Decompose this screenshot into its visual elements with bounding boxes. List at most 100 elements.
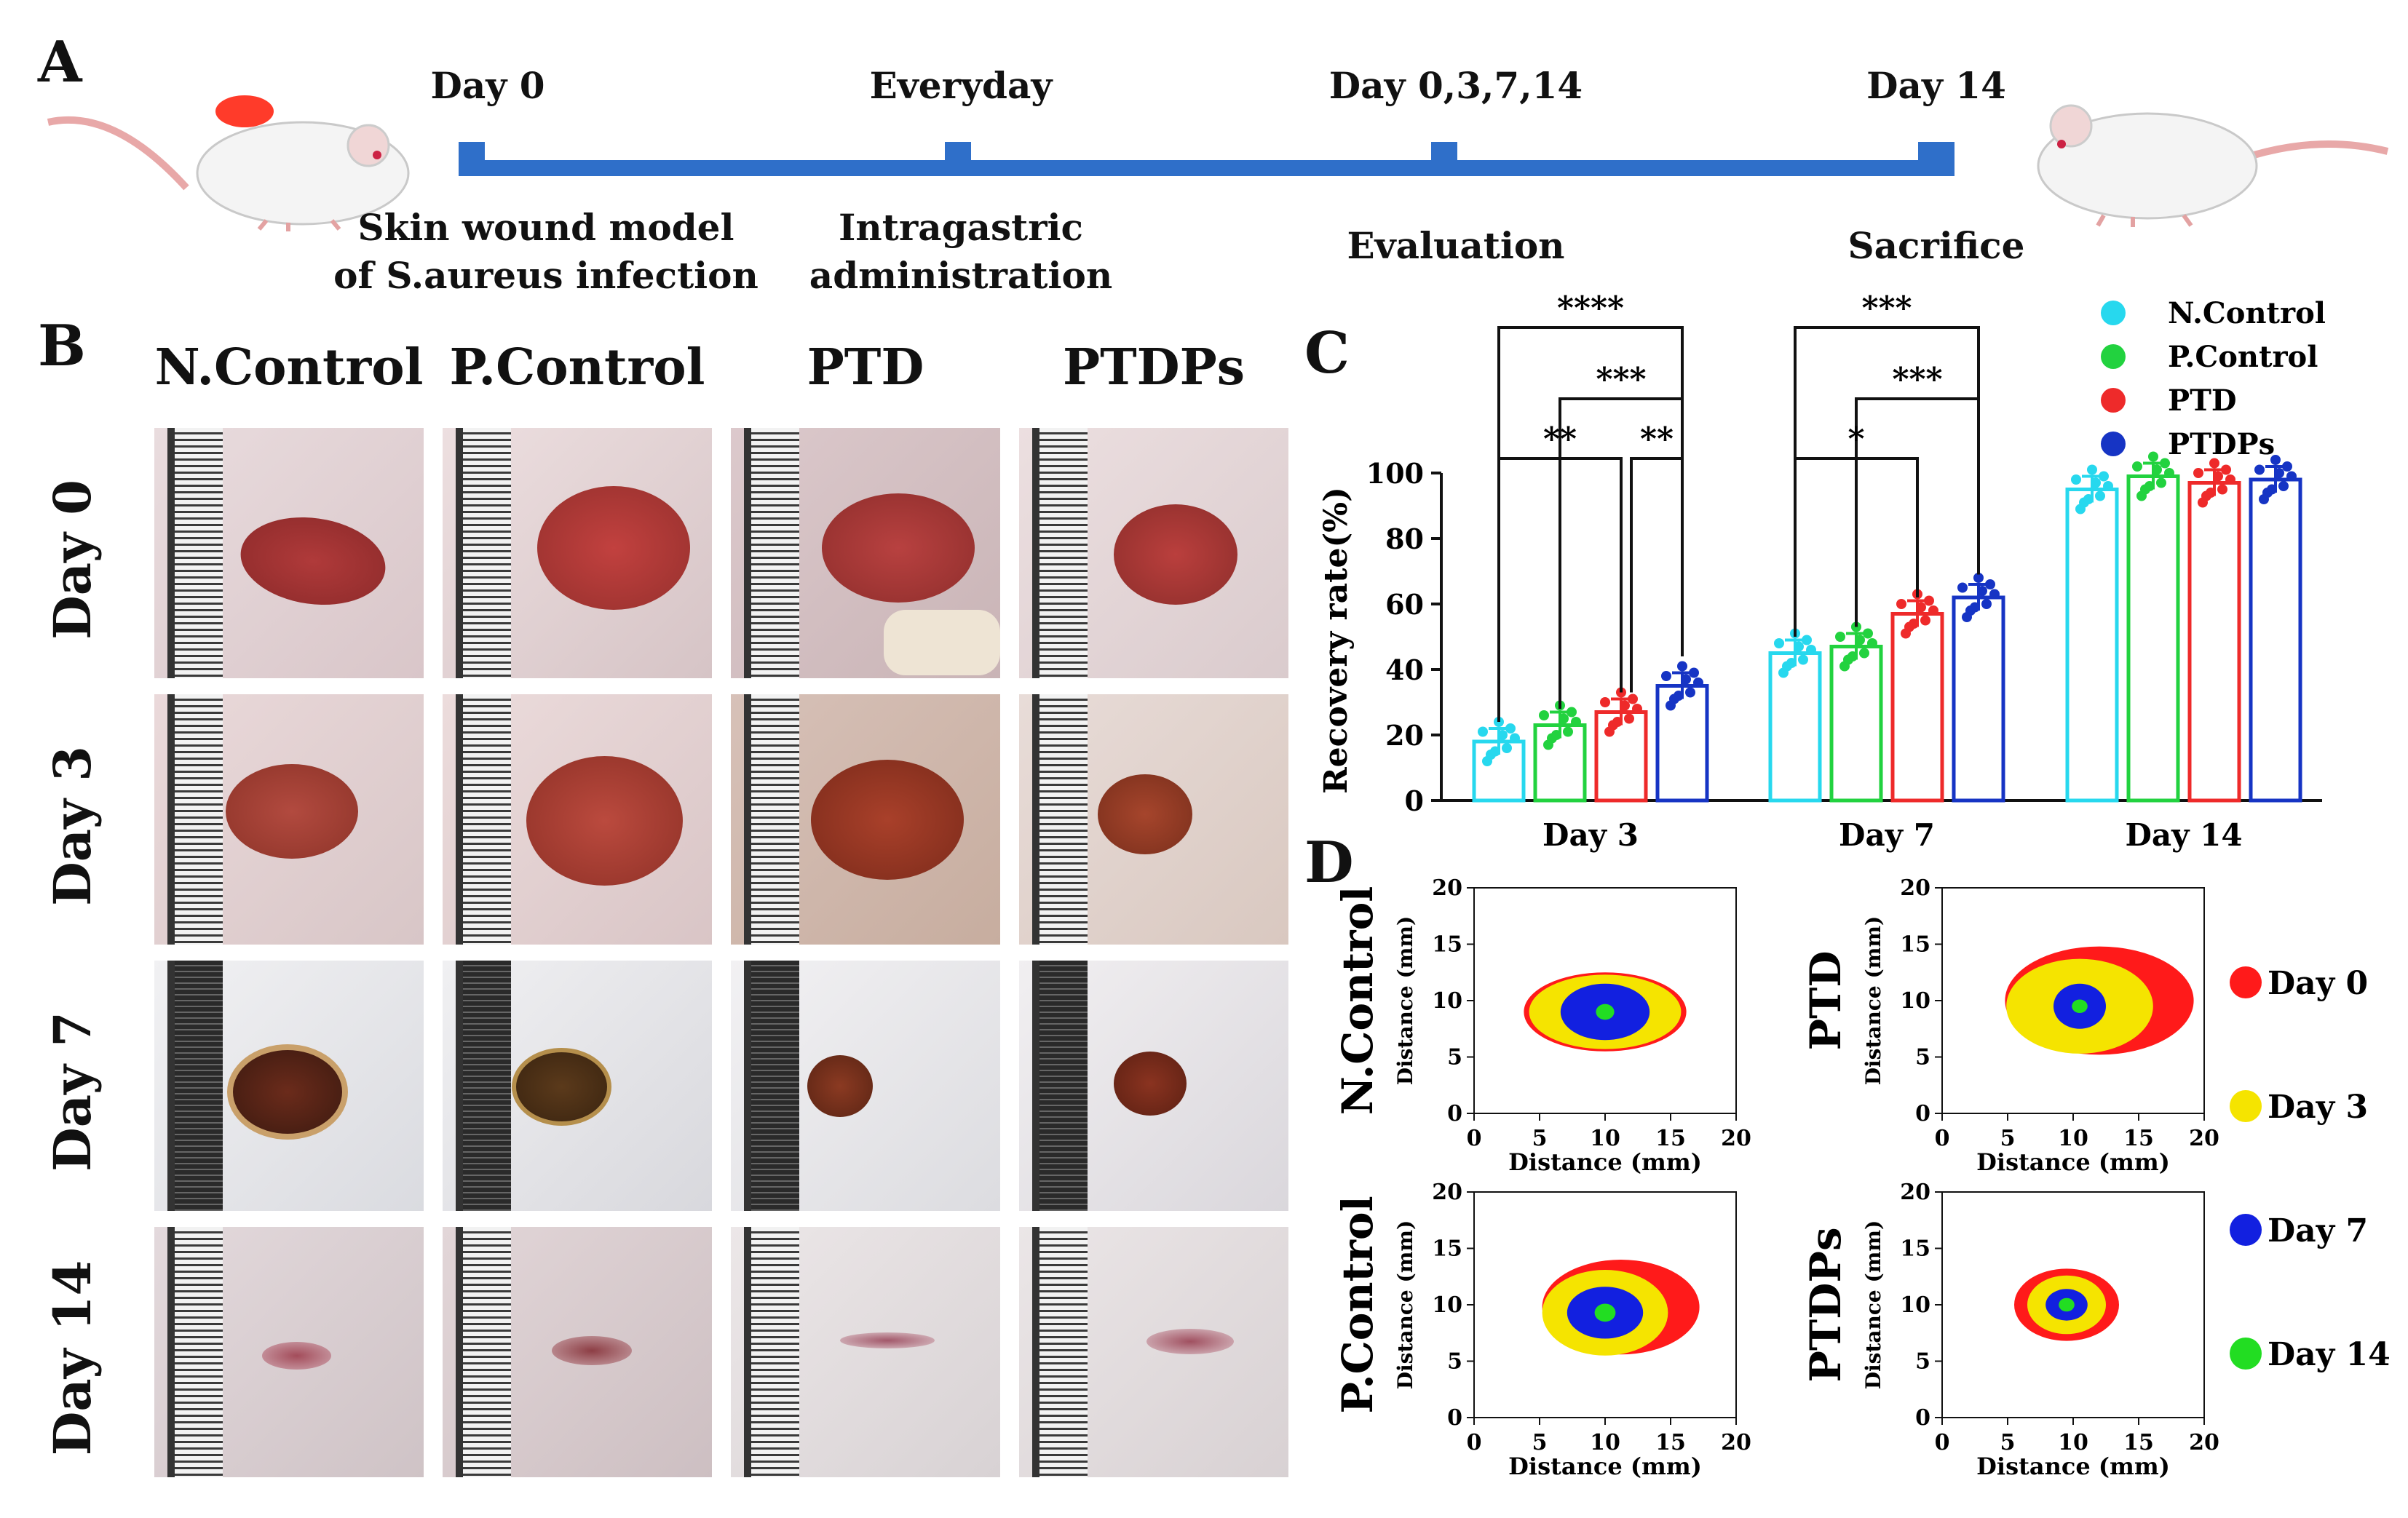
panel-label-a: A — [38, 29, 82, 95]
bar-ptdps — [1952, 595, 2005, 803]
timeline-top-label: Everyday — [869, 64, 1053, 107]
significance-bracket — [1794, 457, 1919, 637]
wound-area-day-14 — [1594, 1303, 1616, 1322]
bar-n-control — [2065, 488, 2119, 803]
data-point — [1604, 726, 1615, 737]
x-axis-label: Distance (mm) — [1508, 1453, 1702, 1480]
data-point — [1628, 694, 1638, 704]
data-point — [1973, 573, 1984, 583]
y-tick-label: 5 — [1915, 1045, 1930, 1070]
x-tick-label: 5 — [2000, 1430, 2016, 1455]
photo-row-header: Day 14 — [42, 1260, 103, 1456]
mouse-illustration-right — [2037, 104, 2389, 227]
significance-label: *** — [1861, 290, 1912, 327]
data-point — [1685, 687, 1695, 698]
y-tick-label: 15 — [1432, 932, 1462, 958]
wound-photo — [154, 694, 424, 945]
x-tick-label: 20 — [2189, 1430, 2219, 1455]
x-tick-label: 15 — [1655, 1126, 1686, 1151]
data-point — [1543, 739, 1553, 750]
data-point — [1916, 602, 1926, 613]
data-point — [1478, 726, 1488, 737]
wound-photo — [443, 961, 712, 1211]
bar-ptdps — [1655, 684, 1709, 803]
wound-area-day-14 — [2059, 1298, 2075, 1312]
timeline-bottom-label: Evaluation — [1296, 222, 1616, 270]
y-tick-label: 0 — [1447, 1101, 1462, 1126]
recovery-rate-chart: Recovery rate(%) 0 20 40 60 80 100 Day 3 Day 7 D… — [1318, 290, 2326, 853]
wound-photo — [1019, 1227, 1288, 1477]
panel-label-c: C — [1304, 320, 1350, 386]
data-point — [2136, 490, 2147, 501]
y-tick-label: 20 — [1900, 875, 1930, 901]
legend-label: Day 7 — [2268, 1212, 2368, 1249]
x-tick-label: 15 — [2123, 1126, 2154, 1151]
x-tick-label: 10 — [2058, 1126, 2088, 1151]
timeline-marker-day14 — [1918, 142, 1954, 176]
significance-label: ** — [1543, 421, 1577, 458]
y-tick-label: 15 — [1900, 932, 1930, 958]
photo-row-header: Day 3 — [42, 746, 103, 906]
data-point — [1802, 635, 1812, 645]
data-point — [1989, 589, 2000, 600]
y-tick-label: 80 — [1385, 522, 1424, 555]
data-point — [2213, 471, 2223, 482]
wound-area-day-14 — [2072, 999, 2088, 1014]
significance-label: * — [1847, 421, 1864, 458]
timeline-top-label: Day 14 — [1866, 64, 2006, 107]
data-point — [2286, 471, 2297, 482]
y-tick-label: 10 — [1432, 988, 1462, 1014]
data-point — [1674, 691, 1684, 701]
y-axis-label: Distance (mm) — [1861, 916, 1885, 1085]
data-point — [1786, 658, 1797, 668]
data-point — [1505, 723, 1516, 734]
data-point — [1681, 674, 1691, 685]
x-tick-label: 20 — [1721, 1126, 1751, 1151]
data-point — [2270, 455, 2281, 465]
bar-ptd — [1890, 612, 1944, 803]
y-tick-label: 10 — [1900, 988, 1930, 1014]
data-point — [1839, 661, 1850, 672]
contour-plot: 00 5 5 10 10 15 15 20 20 Distance (mm) Distance (m… — [1801, 875, 2219, 1176]
data-point — [1962, 612, 1972, 622]
data-point — [2099, 471, 2109, 482]
x-axis-label: Distance (mm) — [1976, 1453, 2170, 1480]
legend-label: N.Control — [2168, 296, 2326, 330]
data-point — [2198, 497, 2208, 508]
data-point — [2095, 490, 2105, 501]
data-point — [2087, 464, 2097, 475]
data-point — [2071, 474, 2081, 485]
data-point — [1620, 700, 1630, 711]
data-point — [2075, 504, 2086, 514]
y-tick-label: 5 — [1447, 1349, 1462, 1375]
legend-label: Day 14 — [2268, 1336, 2391, 1373]
y-tick-label: 100 — [1366, 457, 1424, 490]
data-point — [2254, 464, 2265, 475]
data-point — [1909, 619, 1919, 629]
y-axis-label: Distance (mm) — [1393, 916, 1417, 1085]
significance-label: *** — [1892, 361, 1942, 398]
wound-photo — [443, 428, 712, 678]
data-point — [2225, 474, 2235, 485]
legend-label: PTDPs — [2168, 427, 2275, 461]
timeline-bottom-label: Sacrifice — [1813, 222, 2060, 270]
data-point — [1901, 628, 1911, 639]
significance-bracket — [1794, 326, 1980, 637]
legend-label: Day 3 — [2268, 1089, 2368, 1126]
data-point — [1798, 654, 1808, 665]
photo-column-header: PTDPs — [1062, 338, 1245, 397]
x-tick-label: 0 — [1935, 1430, 1950, 1455]
data-point — [1863, 628, 1873, 639]
bar-p-control — [1829, 645, 1883, 803]
data-point — [1981, 599, 1992, 609]
data-point — [1632, 704, 1642, 714]
data-point — [1482, 756, 1492, 766]
y-tick-label: 60 — [1385, 588, 1424, 621]
data-point — [1859, 648, 1869, 659]
legend-label: PTD — [2168, 384, 2237, 418]
data-point — [1924, 595, 1934, 606]
significance-label: **** — [1557, 290, 1624, 327]
legend-label: Day 0 — [2268, 965, 2368, 1002]
data-point — [2206, 488, 2216, 498]
plot-group-label: PTDPs — [1801, 1227, 1850, 1382]
